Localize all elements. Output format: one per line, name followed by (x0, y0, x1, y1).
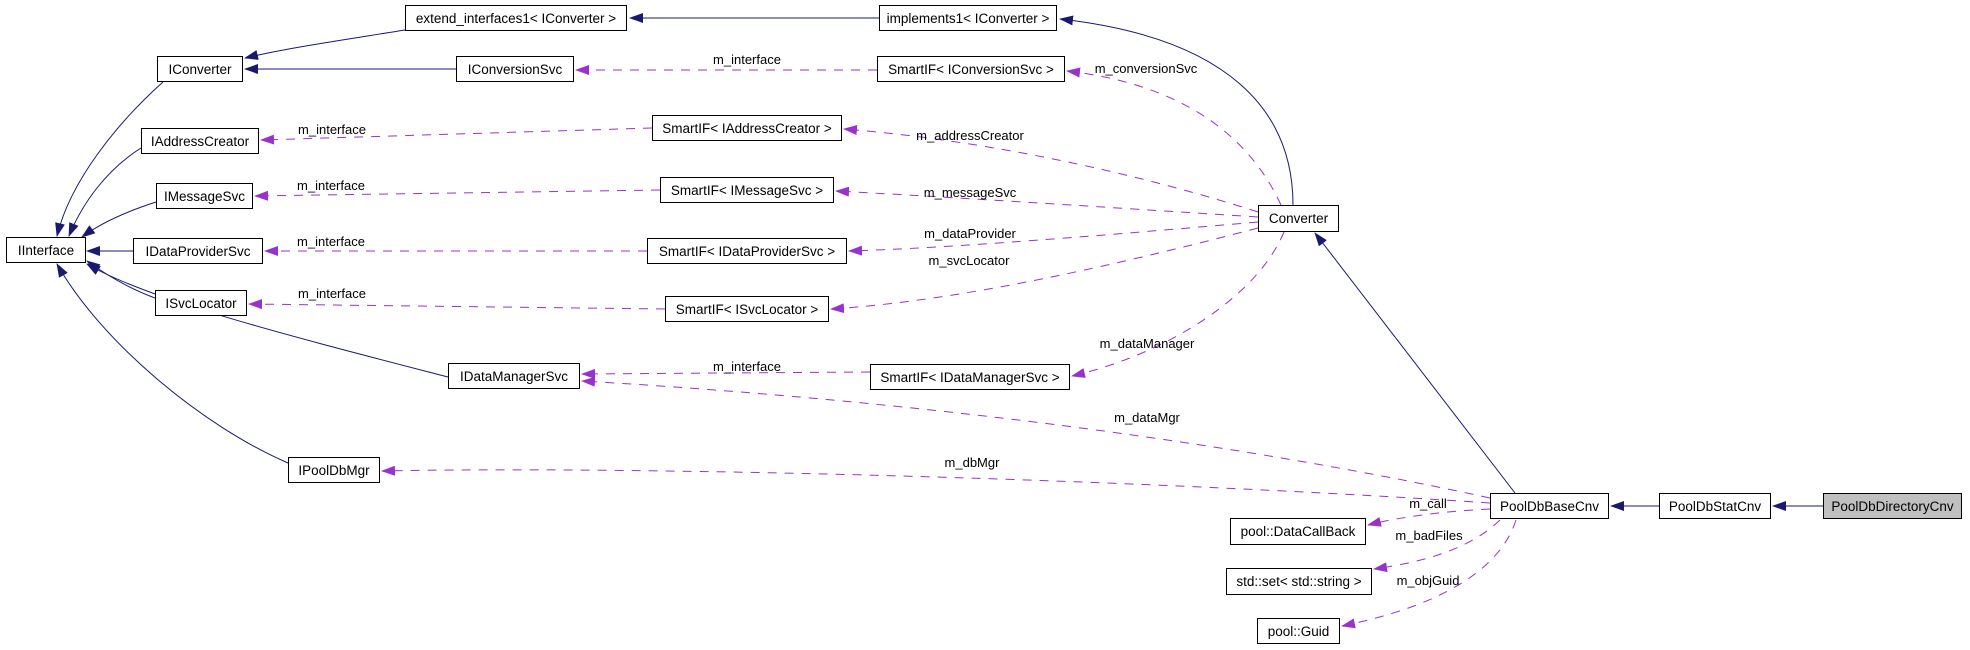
node-smartif-idataprovidersvc[interactable]: SmartIF< IDataProviderSvc > (647, 238, 847, 264)
node-idatamanagersvc[interactable]: IDataManagerSvc (448, 363, 580, 389)
edge-label-m-datamanager: m_dataManager (1099, 336, 1195, 351)
node-smartif-iconversionsvc[interactable]: SmartIF< IConversionSvc > (877, 56, 1065, 82)
edge-label-m-interface: m_interface (297, 234, 365, 249)
edge-usage-smartif-iaddresscreator-to-iaddresscreator (260, 127, 653, 145)
edge-usage-pooldbbasecnv-to-ipooldbmgr (381, 465, 1491, 504)
node-iaddresscreator[interactable]: IAddressCreator (141, 128, 259, 154)
node-iconversionsvc[interactable]: IConversionSvc (456, 56, 574, 82)
node-smartif-idatamanagersvc[interactable]: SmartIF< IDataManagerSvc > (870, 364, 1070, 390)
edge-usage-converter-to-smartif-idatamanagersvc (1071, 231, 1285, 378)
node-isvclocator[interactable]: ISvcLocator (155, 290, 247, 316)
node-ipooldbmgr[interactable]: IPoolDbMgr (288, 457, 380, 483)
edge-inherit-imessagesvc-to-iinterface (81, 201, 157, 238)
edge-usage-converter-to-smartif-idataprovidersvc (848, 221, 1259, 256)
edge-label-m-objguid: m_objGuid (1396, 573, 1460, 588)
edge-usage-pooldbbasecnv-to-guid (1341, 519, 1517, 629)
edge-usage-converter-to-smartif-imessagesvc (835, 186, 1259, 218)
node-extend-interfaces1[interactable]: extend_interfaces1< IConverter > (405, 5, 627, 31)
edge-label-m-interface: m_interface (297, 178, 365, 193)
node-pool-guid[interactable]: pool::Guid (1257, 618, 1340, 644)
node-iconverter[interactable]: IConverter (157, 56, 243, 82)
edge-inherit-pooldbbasecnv-to-converter (1314, 232, 1516, 494)
edge-usage-pooldbbasecnv-to-datacallback (1367, 508, 1491, 527)
node-pooldbdirectorycnv: PoolDbDirectoryCnv (1823, 493, 1962, 519)
edge-label-m-svclocator: m_svcLocator (928, 253, 1010, 268)
node-pooldbstatcnv[interactable]: PoolDbStatCnv (1659, 493, 1771, 519)
edge-inherit-ipooldbmgr-to-iinterface (56, 263, 289, 464)
node-pool-datacallback[interactable]: pool::DataCallBack (1230, 518, 1366, 545)
node-std-set-string[interactable]: std::set< std::string > (1226, 568, 1372, 595)
edge-inherit-converter-to-implements1 (1059, 15, 1294, 206)
edge-label-m-messagesvc: m_messageSvc (923, 185, 1017, 200)
edge-label-m-addresscreator: m_addressCreator (916, 128, 1024, 143)
node-converter[interactable]: Converter (1258, 205, 1339, 232)
node-smartif-iaddresscreator[interactable]: SmartIF< IAddressCreator > (652, 115, 842, 141)
edge-label-m-interface: m_interface (713, 52, 781, 67)
edge-inherit-isvclocator-to-iinterface (86, 260, 156, 299)
edge-inherit-extend-interfaces1-to-iconverter (244, 29, 406, 60)
edge-label-m-conversionsvc: m_conversionSvc (1094, 61, 1198, 76)
edge-label-m-interface: m_interface (713, 359, 781, 374)
edge-usage-smartif-isvclocator-to-isvclocator (248, 299, 666, 310)
edge-usage-pooldbbasecnv-to-idatamanagersvc (581, 376, 1491, 499)
edge-label-m-interface: m_interface (298, 122, 366, 137)
node-iinterface[interactable]: IInterface (6, 237, 86, 263)
edge-usage-converter-to-smartif-iconversionsvc (1066, 67, 1282, 206)
node-implements1[interactable]: implements1< IConverter > (879, 5, 1057, 31)
edge-inherit-iaddresscreator-to-iinterface (68, 147, 142, 237)
edge-inherit-idatamanagersvc-to-iinterface (86, 263, 449, 378)
edge-label-m-dbmgr: m_dbMgr (944, 455, 1000, 470)
edge-usage-pooldbbasecnv-to-stdset (1373, 519, 1501, 573)
edge-label-m-dataprovider: m_dataProvider (924, 226, 1016, 241)
node-pooldbbasecnv[interactable]: PoolDbBaseCnv (1490, 493, 1609, 519)
edge-label-m-datamgr: m_dataMgr (1114, 410, 1180, 425)
node-imessagesvc[interactable]: IMessageSvc (156, 183, 253, 209)
node-smartif-isvclocator[interactable]: SmartIF< ISvcLocator > (665, 296, 829, 322)
edge-usage-converter-to-smartif-isvclocator (830, 227, 1259, 314)
edge-usage-smartif-idatamanagersvc-to-idatamanagersvc (581, 368, 871, 379)
edge-label-m-call: m_call (1409, 496, 1447, 511)
edge-usage-converter-to-smartif-iaddresscreator (843, 125, 1259, 213)
edge-inherit-iconverter-to-iinterface (55, 81, 164, 237)
edge-label-m-interface: m_interface (298, 286, 366, 301)
edge-label-m-badfiles: m_badFiles (1395, 528, 1463, 543)
node-idataprovidersvc[interactable]: IDataProviderSvc (133, 238, 263, 264)
node-smartif-imessagesvc[interactable]: SmartIF< IMessageSvc > (660, 177, 834, 203)
